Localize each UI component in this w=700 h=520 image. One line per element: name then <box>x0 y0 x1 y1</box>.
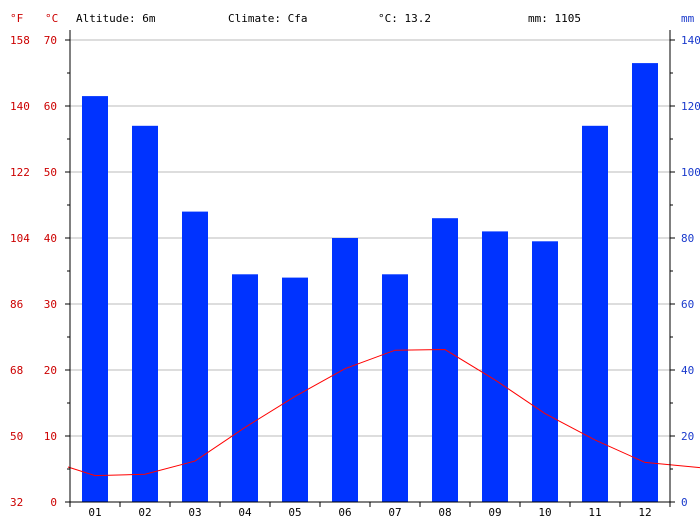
celsius-tick-label: 50 <box>44 166 57 179</box>
celsius-tick-label: 30 <box>44 298 57 311</box>
total-precipitation-label: mm: 1105 <box>528 12 581 25</box>
precip-bar-10 <box>532 241 558 503</box>
precip-bar-08 <box>432 218 458 502</box>
climate-label: Climate: Cfa <box>228 12 307 25</box>
precip-bar-05 <box>282 277 308 502</box>
mm-unit-label: mm <box>681 12 695 25</box>
celsius-tick-label: 70 <box>44 34 57 47</box>
fahrenheit-tick-label: 122 <box>10 166 30 179</box>
mm-tick-label: 140 <box>681 34 700 47</box>
precip-bar-11 <box>582 125 608 503</box>
temperature-line-group <box>67 349 700 477</box>
precip-bar-09 <box>482 231 508 502</box>
month-tick-label: 04 <box>238 506 252 519</box>
precipitation-bars <box>82 63 658 503</box>
celsius-tick-label: 40 <box>44 232 57 245</box>
precip-bar-06 <box>332 238 358 502</box>
fahrenheit-tick-label: 32 <box>10 496 23 509</box>
axes <box>65 30 675 507</box>
precip-bar-12 <box>632 63 658 502</box>
precip-bar-07 <box>382 274 408 502</box>
fahrenheit-tick-label: 140 <box>10 100 30 113</box>
mean-temperature-label: °C: 13.2 <box>378 12 431 25</box>
mm-tick-label: 100 <box>681 166 700 179</box>
mm-tick-label: 60 <box>681 298 694 311</box>
tick-labels: 1581401221048668503270605040302010014012… <box>10 34 700 519</box>
altitude-label: Altitude: 6m <box>76 12 156 25</box>
fahrenheit-tick-label: 104 <box>10 232 30 245</box>
month-tick-label: 07 <box>388 506 401 519</box>
month-tick-label: 01 <box>88 506 101 519</box>
celsius-unit-label: °C <box>45 12 58 25</box>
month-tick-label: 02 <box>138 506 151 519</box>
mm-tick-label: 0 <box>681 496 688 509</box>
month-tick-label: 10 <box>538 506 551 519</box>
gridlines <box>70 39 670 437</box>
fahrenheit-tick-label: 68 <box>10 364 23 377</box>
fahrenheit-unit-label: °F <box>10 12 23 25</box>
month-tick-label: 03 <box>188 506 201 519</box>
month-tick-label: 09 <box>488 506 501 519</box>
fahrenheit-tick-label: 86 <box>10 298 23 311</box>
precip-bar-03 <box>182 211 208 502</box>
mm-tick-label: 80 <box>681 232 694 245</box>
precip-bar-01 <box>82 96 108 502</box>
celsius-tick-label: 0 <box>50 496 57 509</box>
month-tick-label: 05 <box>288 506 301 519</box>
fahrenheit-tick-label: 50 <box>10 430 23 443</box>
temperature-line <box>67 349 700 477</box>
celsius-tick-label: 60 <box>44 100 57 113</box>
mm-tick-label: 120 <box>681 100 700 113</box>
celsius-tick-label: 20 <box>44 364 57 377</box>
precip-bar-04 <box>232 274 258 502</box>
fahrenheit-tick-label: 158 <box>10 34 30 47</box>
precip-bar-02 <box>132 125 158 503</box>
mm-tick-label: 20 <box>681 430 694 443</box>
month-tick-label: 08 <box>438 506 451 519</box>
celsius-tick-label: 10 <box>44 430 57 443</box>
month-tick-label: 12 <box>638 506 651 519</box>
month-tick-label: 06 <box>338 506 351 519</box>
mm-tick-label: 40 <box>681 364 694 377</box>
month-tick-label: 11 <box>588 506 601 519</box>
